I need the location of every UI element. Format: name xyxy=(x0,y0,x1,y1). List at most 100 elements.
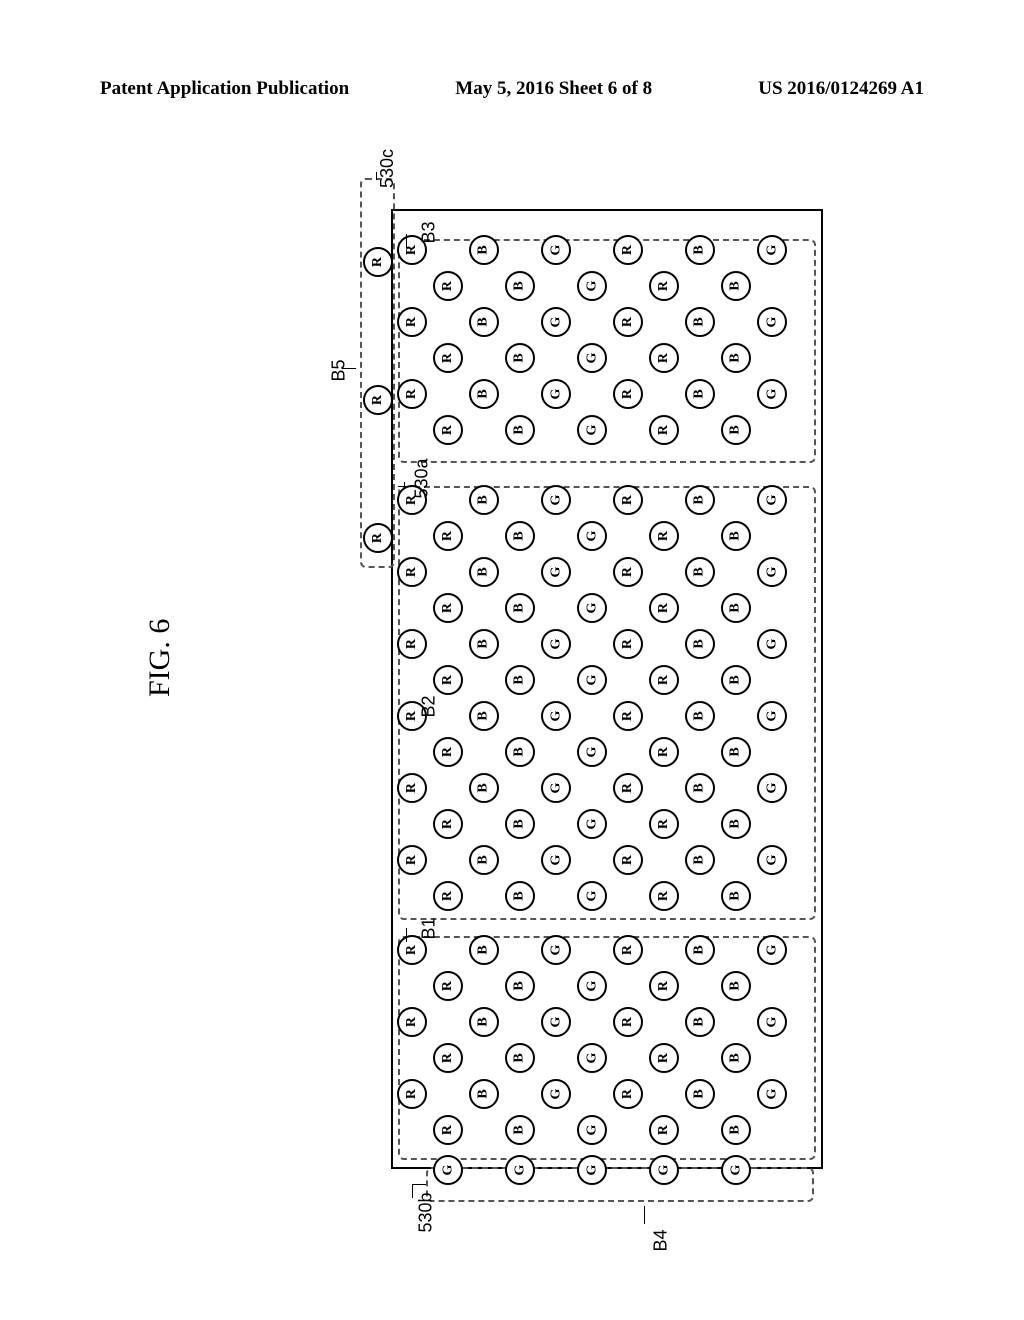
led-G: G xyxy=(541,235,571,265)
led-G: G xyxy=(577,343,607,373)
led-R: R xyxy=(363,247,393,277)
led-G: G xyxy=(757,701,787,731)
led-G: G xyxy=(757,773,787,803)
led-B: B xyxy=(505,881,535,911)
led-R: R xyxy=(613,935,643,965)
lead-line xyxy=(406,234,407,248)
led-R: R xyxy=(613,773,643,803)
led-G: G xyxy=(577,271,607,301)
led-R: R xyxy=(397,773,427,803)
led-R: R xyxy=(649,881,679,911)
lead-line xyxy=(398,486,406,487)
led-G: G xyxy=(577,971,607,1001)
led-R: R xyxy=(613,629,643,659)
led-B: B xyxy=(721,1043,751,1073)
led-G: G xyxy=(541,485,571,515)
label-530a: 530a xyxy=(412,458,433,498)
led-B: B xyxy=(685,629,715,659)
led-B: B xyxy=(469,1007,499,1037)
lead-line xyxy=(342,368,356,369)
led-R: R xyxy=(613,701,643,731)
led-B: B xyxy=(721,665,751,695)
led-B: B xyxy=(505,415,535,445)
led-R: R xyxy=(613,1079,643,1109)
led-G: G xyxy=(649,1155,679,1185)
led-B: B xyxy=(469,629,499,659)
label-B2: B2 xyxy=(419,695,440,717)
header-right: US 2016/0124269 A1 xyxy=(758,78,924,100)
led-R: R xyxy=(649,415,679,445)
led-G: G xyxy=(757,629,787,659)
label-B3: B3 xyxy=(419,221,440,243)
led-B: B xyxy=(685,235,715,265)
region-B2 xyxy=(398,486,816,920)
led-G: G xyxy=(541,1079,571,1109)
led-R: R xyxy=(433,1043,463,1073)
header-center: May 5, 2016 Sheet 6 of 8 xyxy=(455,78,652,100)
led-B: B xyxy=(469,235,499,265)
figure-label: FIG. 6 xyxy=(143,619,177,697)
led-G: G xyxy=(541,307,571,337)
led-G: G xyxy=(541,1007,571,1037)
led-B: B xyxy=(685,935,715,965)
region-B4 xyxy=(426,1167,814,1202)
led-R: R xyxy=(397,307,427,337)
led-B: B xyxy=(505,1115,535,1145)
led-R: R xyxy=(649,271,679,301)
led-R: R xyxy=(397,557,427,587)
led-R: R xyxy=(433,271,463,301)
led-R: R xyxy=(649,1115,679,1145)
led-B: B xyxy=(505,271,535,301)
led-R: R xyxy=(649,665,679,695)
led-B: B xyxy=(469,557,499,587)
led-B: B xyxy=(721,881,751,911)
led-R: R xyxy=(433,665,463,695)
led-G: G xyxy=(757,935,787,965)
label-B5: B5 xyxy=(329,359,350,381)
led-G: G xyxy=(541,629,571,659)
led-B: B xyxy=(469,773,499,803)
led-R: R xyxy=(649,521,679,551)
led-R: R xyxy=(433,1115,463,1145)
led-R: R xyxy=(649,971,679,1001)
led-B: B xyxy=(685,773,715,803)
led-B: B xyxy=(469,307,499,337)
led-G: G xyxy=(577,737,607,767)
lead-line xyxy=(412,1184,426,1185)
lead-line xyxy=(406,928,407,942)
led-G: G xyxy=(577,415,607,445)
led-B: B xyxy=(505,343,535,373)
led-B: B xyxy=(469,379,499,409)
led-B: B xyxy=(685,1007,715,1037)
led-G: G xyxy=(541,379,571,409)
lead-line xyxy=(644,1206,645,1224)
led-G: G xyxy=(541,773,571,803)
led-G: G xyxy=(577,593,607,623)
led-B: B xyxy=(469,701,499,731)
led-B: B xyxy=(685,485,715,515)
led-G: G xyxy=(757,1079,787,1109)
led-B: B xyxy=(505,593,535,623)
led-B: B xyxy=(505,665,535,695)
led-B: B xyxy=(721,415,751,445)
led-R: R xyxy=(613,379,643,409)
led-B: B xyxy=(469,935,499,965)
header-left: Patent Application Publication xyxy=(100,78,349,100)
led-G: G xyxy=(757,235,787,265)
diagram-root: RBGRBGRBGRBRBGRBGRBGRBRBGRBGRBGRBRBGRBGR… xyxy=(360,190,855,1190)
led-G: G xyxy=(757,379,787,409)
led-R: R xyxy=(433,971,463,1001)
led-R: R xyxy=(649,737,679,767)
label-530b: 530b xyxy=(416,1192,437,1232)
led-G: G xyxy=(541,845,571,875)
led-G: G xyxy=(577,1155,607,1185)
lead-line xyxy=(412,1184,413,1198)
lead-line xyxy=(404,482,405,488)
led-B: B xyxy=(505,1043,535,1073)
led-B: B xyxy=(685,557,715,587)
label-B4: B4 xyxy=(651,1229,672,1251)
led-G: G xyxy=(541,935,571,965)
region-B5 xyxy=(360,178,395,568)
led-R: R xyxy=(613,235,643,265)
led-B: B xyxy=(505,737,535,767)
